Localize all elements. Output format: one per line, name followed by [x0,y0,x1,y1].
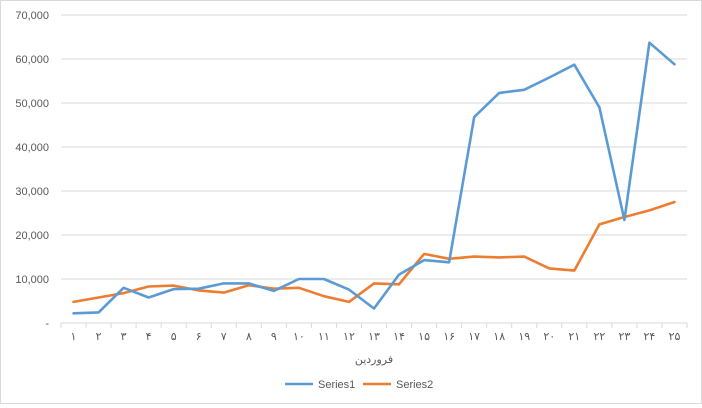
x-tick-label: ۲۱ [568,331,580,343]
series-line-series2 [72,200,676,304]
gridlines [61,14,687,280]
series-layer [72,41,676,315]
x-tick-label: ۲۰ [543,331,555,343]
y-tick-label: 40,000 [15,142,49,154]
x-tick-label: ۲۳ [618,331,630,343]
x-axis: ۱ ۲ ۳ ۴ ۵ ۶ ۷ ۸ ۹ ۱۰ ۱۱ ۱۲ ۱۳ ۱۴ ۱۵ ۱۶ ۱۷ ۱۸ ۱۹ ۲۰ ۲۱ ۲۲ ۲۳ ۲۴ ۲… [60,322,688,343]
y-tick-label: - [45,318,49,330]
x-tick-label: ۴ [146,331,152,343]
x-tick-label: ۷ [221,331,227,343]
y-tick-label: 20,000 [15,230,49,242]
x-tick-label: ۱۹ [518,331,530,343]
x-tick-label: ۱۶ [443,331,455,343]
x-tick-label: ۲۵ [669,331,681,343]
y-tick-label: 50,000 [15,98,49,110]
x-tick-label: ۱۵ [418,331,430,343]
legend-label: Series1 [318,379,355,391]
legend-label: Series2 [396,379,433,391]
x-tick-label: ۵ [171,331,177,343]
x-tick-label: ۲ [96,331,102,343]
x-tick-label: ۱۸ [493,331,505,343]
x-tick-label: ۳ [121,331,127,343]
series-line-series1 [72,41,676,315]
x-tick-label: ۱۱ [318,331,330,343]
x-tick-label: ۱۳ [368,331,380,343]
x-tick-label: ۲۴ [644,331,656,343]
y-axis: - 10,000 20,000 30,000 40,000 50,000 60,000 70,… [15,10,49,330]
x-tick-label: ۱۷ [468,331,480,343]
y-tick-label: 70,000 [15,10,49,22]
x-tick-label: ۱ [71,331,77,343]
x-tick-label: ۱۰ [293,331,305,343]
y-tick-label: 60,000 [15,54,49,66]
legend: Series1 Series2 [285,379,433,391]
y-tick-label: 10,000 [15,274,49,286]
x-tick-label: ۶ [196,331,202,343]
x-tick-label: ۸ [246,331,252,343]
x-tick-label: ۹ [271,331,277,343]
x-axis-title: فروردین [355,354,393,366]
x-tick-label: ۲۲ [593,331,605,343]
x-tick-label: ۱۴ [393,331,405,343]
y-tick-label: 30,000 [15,186,49,198]
x-tick-label: ۱۲ [343,331,355,343]
